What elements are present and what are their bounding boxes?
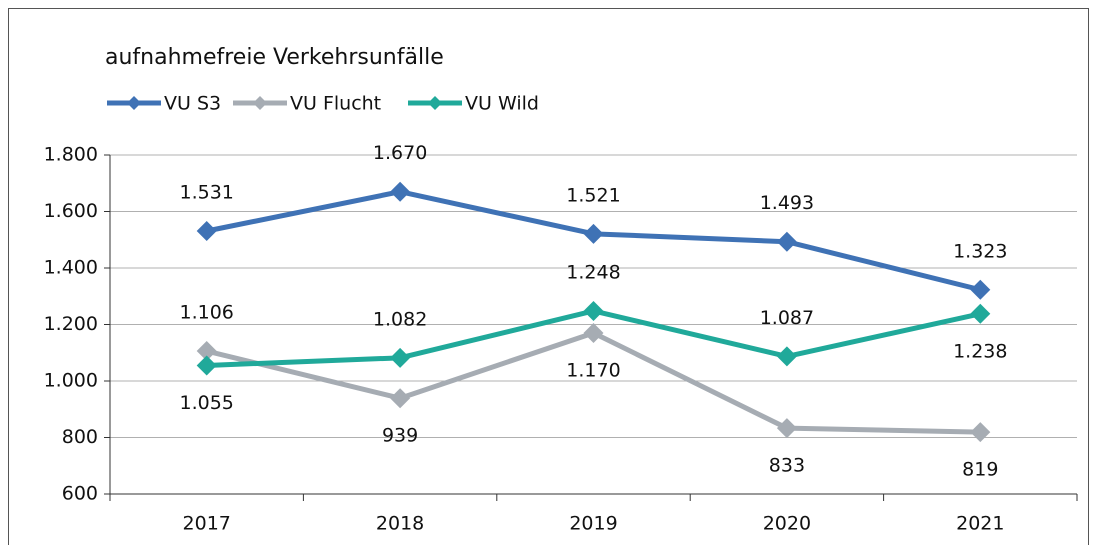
data-point	[390, 388, 411, 409]
y-tick-label: 800	[62, 426, 98, 448]
data-label: 1.170	[566, 359, 620, 381]
data-label: 1.055	[179, 392, 233, 414]
data-point	[776, 418, 797, 439]
data-point	[776, 231, 797, 252]
data-point	[776, 346, 797, 367]
data-point	[970, 279, 991, 300]
data-point	[583, 300, 604, 321]
legend-marker	[127, 96, 141, 110]
data-label: 1.670	[373, 142, 427, 164]
data-point	[390, 181, 411, 202]
data-point	[390, 347, 411, 368]
legend-marker	[428, 96, 442, 110]
data-label: 819	[962, 459, 998, 481]
data-point	[583, 223, 604, 244]
x-tick-label: 2017	[183, 513, 231, 535]
series-line	[206, 330, 981, 435]
data-point	[583, 322, 604, 343]
data-label: 1.106	[179, 302, 233, 324]
x-tick-label: 2020	[763, 513, 811, 535]
chart-frame	[8, 8, 1089, 545]
data-label: 1.087	[760, 307, 814, 329]
y-tick-label: 1.600	[44, 200, 98, 222]
y-tick-label: 1.200	[44, 313, 98, 335]
data-label: 833	[769, 455, 805, 477]
legend-label: VU Wild	[465, 93, 539, 115]
data-label: 1.238	[953, 340, 1007, 362]
y-tick-label: 1.800	[44, 144, 98, 166]
data-label: 1.323	[953, 240, 1007, 262]
x-tick-label: 2019	[569, 513, 617, 535]
data-label: 1.082	[373, 308, 427, 330]
legend-marker	[253, 96, 267, 110]
y-tick-label: 1.000	[44, 370, 98, 392]
data-label: 1.248	[566, 261, 620, 283]
data-point	[196, 220, 217, 241]
y-tick-label: 1.400	[44, 257, 98, 279]
data-point	[970, 303, 991, 324]
data-point	[196, 341, 217, 362]
data-point	[970, 422, 991, 443]
chart-title: aufnahmefreie Verkehrsunfälle	[105, 45, 444, 70]
data-label: 1.521	[566, 184, 620, 206]
data-point	[196, 355, 217, 376]
x-tick-label: 2021	[956, 513, 1004, 535]
y-tick-label: 600	[62, 483, 98, 505]
data-label: 1.531	[179, 181, 233, 203]
legend-label: VU S3	[164, 93, 221, 115]
legend-label: VU Flucht	[290, 93, 381, 115]
data-label: 1.493	[760, 192, 814, 214]
x-tick-label: 2018	[376, 513, 424, 535]
data-label: 939	[382, 425, 418, 447]
